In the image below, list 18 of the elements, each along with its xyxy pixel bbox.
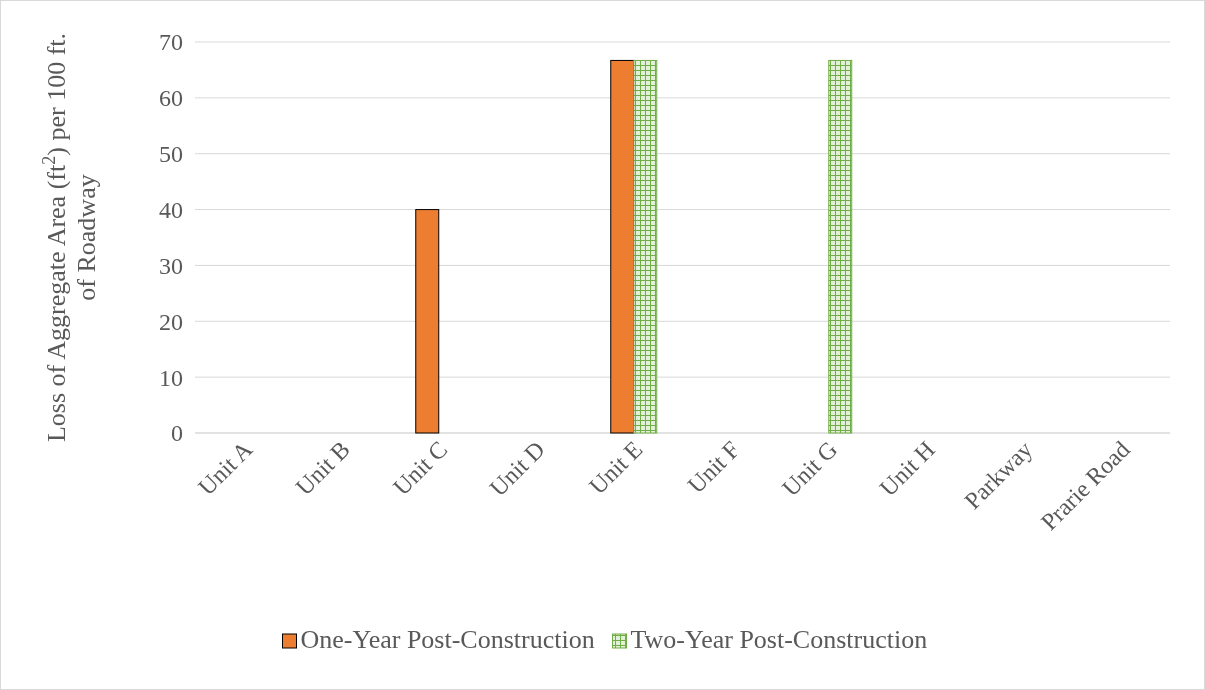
- y-tick-label: 0: [171, 420, 183, 447]
- x-tick-label: Unit A: [193, 435, 258, 501]
- x-tick-label: Unit F: [682, 436, 745, 499]
- y-tick-label: 70: [159, 29, 183, 56]
- y-tick-label: 40: [159, 196, 183, 223]
- y-tick-label: 30: [159, 252, 183, 279]
- legend-label: Two-Year Post-Construction: [630, 625, 928, 654]
- x-tick-label: Unit H: [874, 436, 940, 502]
- y-tick-label: 10: [159, 364, 183, 391]
- y-tick-label: 50: [159, 141, 183, 168]
- legend-label: One-Year Post-Construction: [300, 625, 595, 654]
- y-tick-label: 20: [159, 308, 183, 335]
- x-tick-label: Unit G: [777, 436, 843, 502]
- x-tick-label: Unit D: [484, 436, 550, 502]
- x-tick-label: Unit B: [290, 436, 355, 501]
- y-tick-label: 60: [159, 85, 183, 112]
- x-tick-label: Unit C: [388, 436, 453, 501]
- x-tick-label: Unit E: [584, 436, 648, 500]
